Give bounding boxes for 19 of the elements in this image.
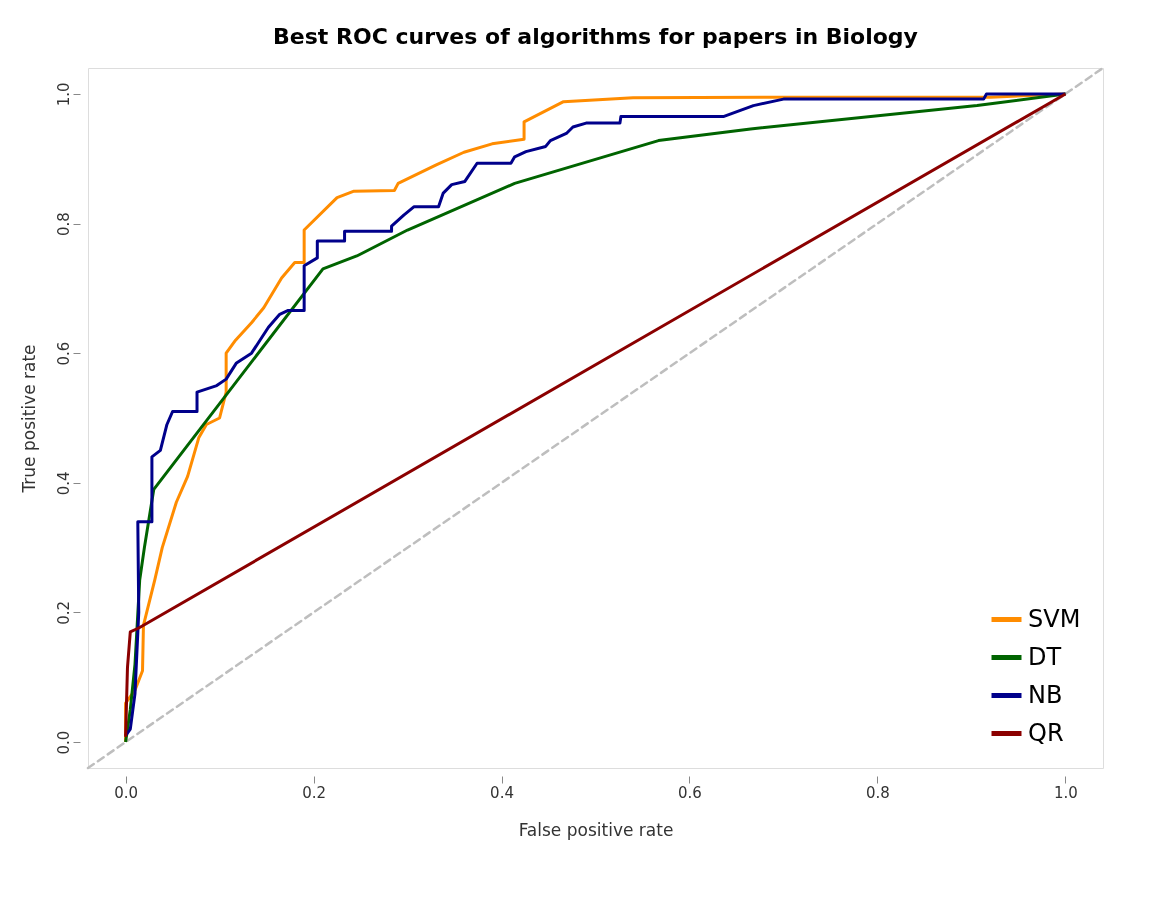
y-tick-label: 0.0 (54, 730, 73, 755)
x-tick-label: 0.0 (114, 783, 139, 802)
x-tick-label: 0.6 (678, 783, 702, 802)
legend-label: QR (1028, 718, 1064, 747)
y-tick-label: 1.0 (54, 82, 73, 107)
y-tick-label: 0.8 (54, 212, 73, 236)
y-tick-label: 0.6 (54, 341, 73, 366)
x-tick-label: 0.4 (490, 783, 514, 802)
legend-label: SVM (1028, 604, 1081, 633)
x-tick-label: 0.8 (866, 783, 890, 802)
legend-label: DT (1028, 642, 1062, 671)
y-axis-title: True positive rate (18, 344, 39, 494)
x-tick-label: 1.0 (1053, 783, 1078, 802)
y-tick-label: 0.4 (54, 471, 73, 496)
chart-title: Best ROC curves of algorithms for papers in Biology (273, 23, 918, 49)
legend-label: NB (1028, 680, 1063, 709)
y-tick-label: 0.2 (54, 601, 73, 625)
x-axis-title: False positive rate (518, 819, 674, 840)
x-tick-label: 0.2 (302, 783, 326, 802)
